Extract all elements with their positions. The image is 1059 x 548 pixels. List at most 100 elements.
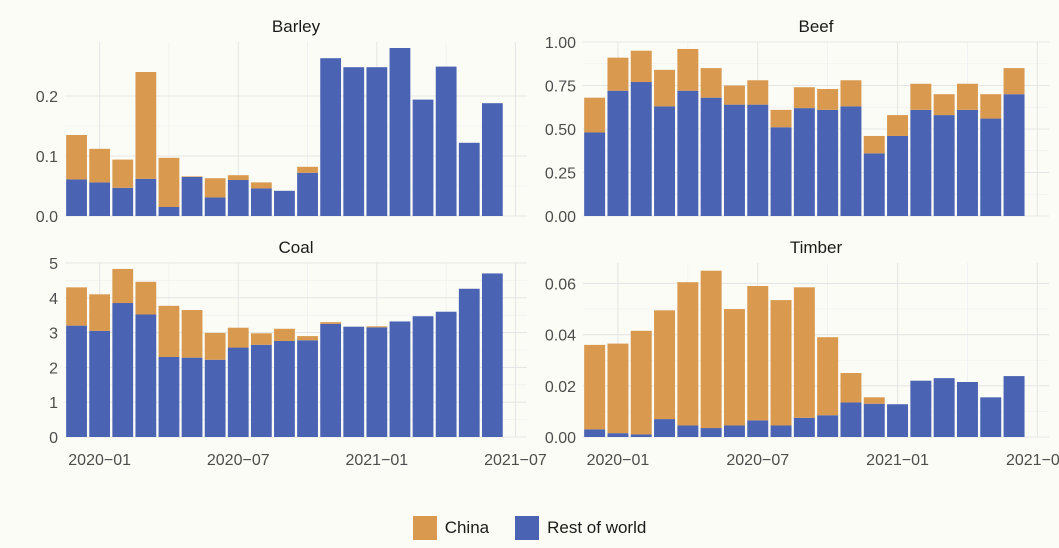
- y-tick-label: 0.75: [545, 79, 576, 96]
- bar-rest-of-world-2020-09: [274, 340, 295, 437]
- bar-rest-of-world-2021-02: [910, 380, 932, 437]
- bar-rest-of-world-2020-09: [793, 417, 815, 437]
- bar-rest-of-world-2020-06: [723, 104, 745, 216]
- bar-china-2020-05: [700, 270, 722, 429]
- bar-china-2020-09: [793, 87, 815, 109]
- bar-rest-of-world-2021-03: [933, 115, 955, 216]
- bar-rest-of-world-2021-04: [956, 109, 978, 216]
- y-tick-label: 0.06: [545, 276, 576, 293]
- bar-rest-of-world-2020-08: [770, 127, 792, 216]
- bar-rest-of-world-2019-12: [584, 429, 606, 437]
- bar-rest-of-world-2021-04: [435, 311, 457, 437]
- bar-china-2020-11: [320, 322, 342, 324]
- bar-rest-of-world-2021-04: [435, 66, 457, 216]
- bar-china-2020-03: [135, 72, 157, 179]
- bar-china-2021-05: [980, 94, 1002, 119]
- bar-rest-of-world-2021-05: [458, 142, 480, 216]
- bar-china-2020-03: [654, 310, 676, 420]
- bar-rest-of-world-2020-03: [654, 419, 676, 437]
- bar-rest-of-world-2020-11: [840, 106, 862, 216]
- y-tick-label: 1: [49, 395, 58, 412]
- y-tick-label: 4: [49, 291, 58, 308]
- bar-rest-of-world-2021-01: [887, 135, 909, 216]
- bar-china-2020-09: [793, 287, 815, 418]
- x-tick-label: 2021−01: [345, 452, 408, 469]
- bar-rest-of-world-2020-02: [112, 303, 134, 437]
- bar-rest-of-world-2020-10: [297, 340, 318, 437]
- panel-title-barley: Barley: [272, 17, 321, 36]
- bar-rest-of-world-2021-06: [481, 103, 503, 216]
- bar-rest-of-world-2020-01: [607, 90, 629, 216]
- y-tick-label: 0.50: [545, 122, 576, 139]
- panel-barley: 0.0 0.1 0.2 Barley: [36, 17, 527, 226]
- bar-china-2020-05: [181, 309, 203, 358]
- bar-rest-of-world-2020-04: [158, 207, 180, 216]
- bar-rest-of-world-2020-06: [723, 425, 745, 437]
- bar-china-2020-07: [227, 327, 249, 348]
- bar-china-2020-10: [817, 337, 839, 416]
- bar-china-2020-08: [770, 109, 792, 128]
- y-tick-label: 0.00: [545, 209, 576, 226]
- panel-title-timber: Timber: [790, 238, 843, 257]
- bar-rest-of-world-2021-06: [1003, 376, 1025, 437]
- bar-rest-of-world-2020-06: [204, 359, 226, 437]
- x-tick-label: 2020−01: [587, 452, 650, 469]
- bar-rest-of-world-2020-03: [135, 314, 157, 437]
- bar-rest-of-world-2020-07: [227, 180, 249, 216]
- bar-china-2020-07: [747, 286, 769, 421]
- legend-item-china: China: [412, 516, 489, 540]
- bar-china-2020-02: [630, 330, 652, 435]
- bar-china-2020-04: [158, 157, 180, 207]
- bar-china-2020-06: [204, 178, 226, 198]
- panel-title-coal: Coal: [279, 238, 314, 257]
- bar-china-2020-10: [297, 166, 318, 173]
- bar-china-2020-08: [770, 300, 792, 426]
- bar-china-2020-01: [607, 343, 629, 434]
- bar-rest-of-world-2020-05: [700, 428, 722, 437]
- legend-label-rest-of-world: Rest of world: [547, 518, 647, 537]
- bar-china-2021-02: [910, 83, 932, 110]
- bar-rest-of-world-2021-01: [887, 404, 909, 437]
- bar-rest-of-world-2020-10: [297, 172, 318, 216]
- y-tick-label: 0.25: [545, 166, 576, 183]
- panel-title-beef: Beef: [799, 17, 834, 36]
- bar-china-2020-08: [250, 333, 272, 345]
- bar-china-2020-04: [677, 48, 699, 91]
- x-tick-label: 2021−07: [1006, 452, 1059, 469]
- x-tick-label: 2020−07: [726, 452, 789, 469]
- bar-rest-of-world-2020-10: [817, 109, 839, 216]
- bar-rest-of-world-2020-02: [630, 434, 652, 437]
- y-tick-label: 2: [49, 360, 58, 377]
- bar-rest-of-world-2020-12: [863, 153, 885, 216]
- bar-china-2019-12: [584, 344, 606, 430]
- bar-china-2019-12: [66, 135, 87, 180]
- bar-rest-of-world-2019-12: [66, 179, 87, 216]
- bar-rest-of-world-2021-05: [980, 118, 1002, 216]
- bar-rest-of-world-2021-02: [389, 48, 411, 216]
- y-tick-label: 0.00: [545, 430, 576, 447]
- legend-item-rest-of-world: Rest of world: [515, 516, 646, 540]
- y-tick-label: 0.0: [36, 209, 58, 226]
- bar-rest-of-world-2020-02: [112, 187, 134, 216]
- bar-china-2021-04: [956, 83, 978, 110]
- y-tick-label: 0.1: [36, 149, 58, 166]
- bar-rest-of-world-2020-08: [250, 188, 272, 216]
- x-tick-label: 2021−07: [484, 452, 547, 469]
- bar-rest-of-world-2020-11: [840, 402, 862, 437]
- bar-rest-of-world-2020-02: [630, 82, 652, 217]
- y-tick-label: 1.00: [545, 35, 576, 52]
- legend-swatch-china: [412, 516, 437, 540]
- bar-china-2020-03: [135, 281, 157, 315]
- bar-rest-of-world-2020-08: [770, 425, 792, 437]
- bar-china-2020-02: [630, 50, 652, 83]
- bar-rest-of-world-2020-01: [89, 330, 111, 437]
- bar-rest-of-world-2020-05: [181, 177, 203, 216]
- panel-timber: 0.00 0.02 0.04 0.06 2020−01 2020−07 2021−01 202…: [545, 238, 1059, 469]
- bar-china-2020-08: [250, 182, 272, 189]
- bar-rest-of-world-2021-02: [910, 109, 932, 216]
- bar-china-2020-09: [274, 328, 295, 341]
- bar-rest-of-world-2021-03: [933, 378, 955, 437]
- bar-rest-of-world-2021-06: [481, 273, 503, 437]
- bar-rest-of-world-2020-05: [181, 357, 203, 437]
- bar-rest-of-world-2020-01: [607, 433, 629, 437]
